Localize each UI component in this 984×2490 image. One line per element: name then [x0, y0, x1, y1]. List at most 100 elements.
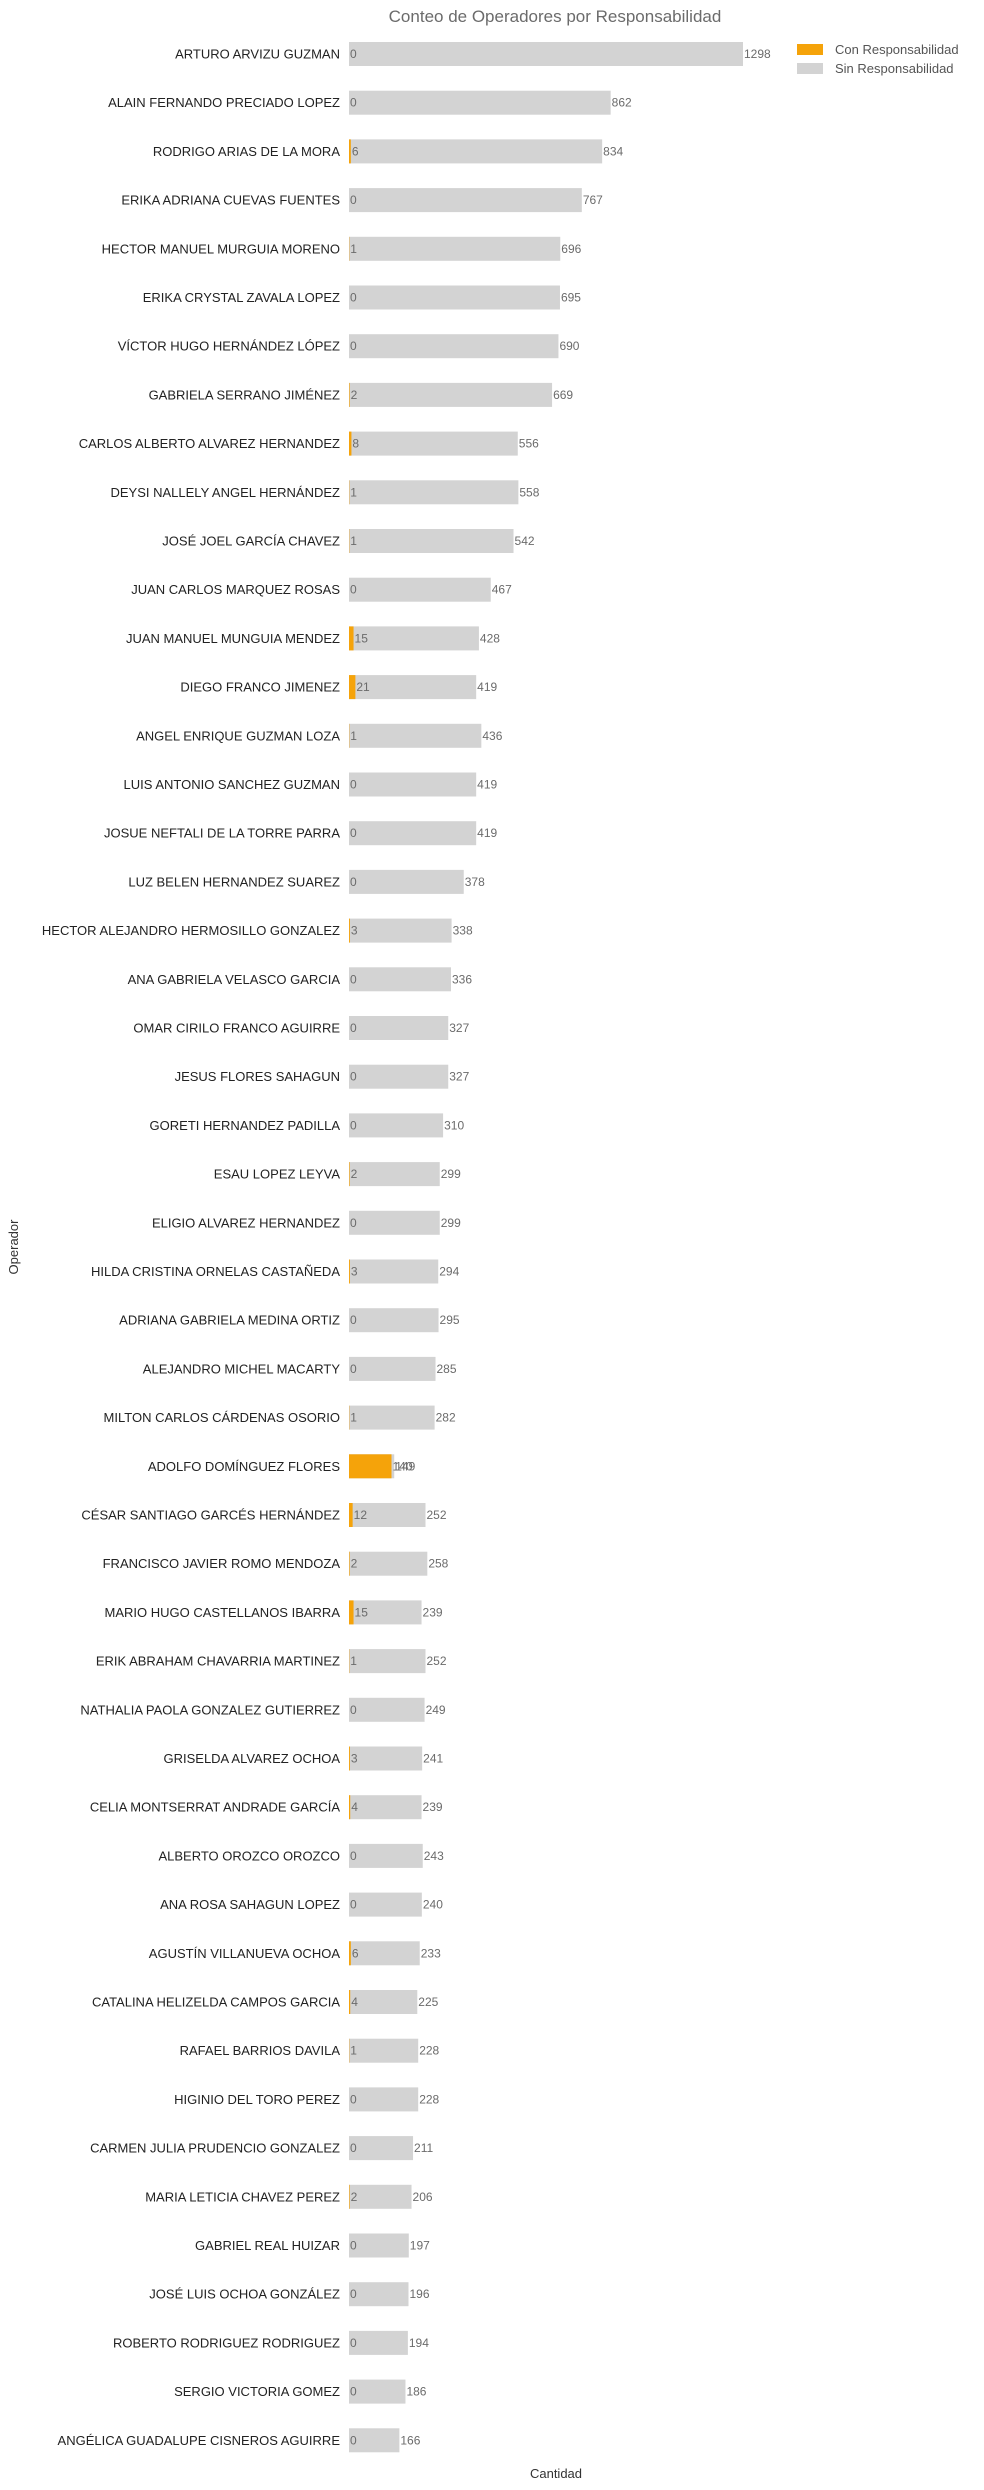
bar-sin-responsabilidad — [349, 2233, 409, 2258]
bar-sin-responsabilidad — [349, 2428, 400, 2453]
x-axis-title: Cantidad — [530, 2466, 582, 2481]
value-label-con: 0 — [350, 1070, 357, 1084]
category-label: OMAR CIRILO FRANCO AGUIRRE — [133, 1021, 340, 1036]
value-label-sin: 556 — [519, 437, 539, 451]
category-label: ALEJANDRO MICHEL MACARTY — [143, 1361, 341, 1376]
value-label-con: 2 — [351, 388, 358, 402]
category-label: CARMEN JULIA PRUDENCIO GONZALEZ — [90, 2141, 340, 2156]
category-label: HECTOR MANUEL MURGUIA MORENO — [102, 241, 340, 256]
bar-sin-responsabilidad — [349, 1649, 426, 1674]
bar-con-responsabilidad — [349, 1259, 350, 1284]
value-label-con: 1 — [350, 485, 357, 499]
legend-swatch-con — [797, 44, 823, 55]
category-label: JESUS FLORES SAHAGUN — [175, 1069, 340, 1084]
bar-sin-responsabilidad — [349, 139, 603, 164]
value-label-sin: 228 — [419, 2044, 439, 2058]
value-label-sin: 228 — [419, 2092, 439, 2106]
category-label: JOSÉ JOEL GARCÍA CHAVEZ — [162, 534, 340, 549]
bar-con-responsabilidad — [349, 918, 350, 943]
category-label: ADOLFO DOMÍNGUEZ FLORES — [148, 1459, 340, 1474]
value-label-con: 0 — [350, 1313, 357, 1327]
value-label-sin: 252 — [426, 1508, 446, 1522]
value-label-sin: 194 — [409, 2336, 429, 2350]
bar-sin-responsabilidad — [349, 1990, 418, 2014]
bar-con-responsabilidad — [349, 1551, 350, 1576]
bar-con-responsabilidad — [349, 139, 351, 164]
bar-sin-responsabilidad — [349, 90, 611, 115]
bar-sin-responsabilidad — [349, 1356, 436, 1381]
value-label-con: 3 — [351, 1265, 358, 1279]
bar-sin-responsabilidad — [349, 236, 561, 261]
value-label-con: 0 — [350, 2141, 357, 2155]
bar-sin-responsabilidad — [349, 2184, 412, 2209]
bar-sin-responsabilidad — [349, 334, 559, 359]
value-label-sin: 378 — [465, 875, 485, 889]
value-label-sin: 419 — [477, 680, 497, 694]
bar-sin-responsabilidad — [349, 1843, 423, 1868]
value-label-con: 0 — [350, 778, 357, 792]
category-label: MARIO HUGO CASTELLANOS IBARRA — [105, 1605, 341, 1620]
category-label: ANGEL ENRIQUE GUZMAN LOZA — [136, 728, 340, 743]
value-label-con: 12 — [354, 1508, 368, 1522]
value-label-sin: 233 — [421, 1946, 441, 1960]
value-label-sin: 294 — [439, 1265, 459, 1279]
value-label-sin: 196 — [409, 2287, 429, 2301]
value-label-sin: 436 — [482, 729, 502, 743]
bar-sin-responsabilidad — [349, 772, 477, 797]
value-label-sin: 558 — [519, 485, 539, 499]
value-label-sin: 467 — [492, 583, 512, 597]
value-label-con: 0 — [350, 47, 357, 61]
bar-sin-responsabilidad — [349, 2087, 419, 2112]
value-label-con: 3 — [351, 924, 358, 938]
bar-sin-responsabilidad — [349, 42, 743, 66]
category-label: FRANCISCO JAVIER ROMO MENDOZA — [103, 1556, 341, 1571]
value-label-con: 1 — [350, 2044, 357, 2058]
category-label: ROBERTO RODRIGUEZ RODRIGUEZ — [113, 2335, 340, 2350]
value-label-sin: 241 — [423, 1752, 443, 1766]
bar-sin-responsabilidad — [349, 577, 491, 602]
bar-sin-responsabilidad — [349, 188, 582, 213]
category-label: HILDA CRISTINA ORNELAS CASTAÑEDA — [91, 1264, 340, 1279]
value-label-sin: 767 — [583, 193, 603, 207]
category-label: HIGINIO DEL TORO PEREZ — [174, 2092, 340, 2107]
value-label-con: 0 — [350, 1898, 357, 1912]
category-label: MARIA LETICIA CHAVEZ PEREZ — [145, 2189, 340, 2204]
bar-sin-responsabilidad — [349, 1746, 423, 1771]
value-label-con: 0 — [350, 193, 357, 207]
category-label: GABRIELA SERRANO JIMÉNEZ — [149, 387, 340, 402]
bar-sin-responsabilidad — [349, 1064, 449, 1089]
value-label-con: 21 — [356, 680, 370, 694]
bar-sin-responsabilidad — [349, 723, 482, 748]
bar-con-responsabilidad — [349, 2184, 350, 2209]
value-label-sin: 310 — [444, 1118, 464, 1132]
bar-con-responsabilidad — [349, 1795, 351, 1820]
value-label-con: 0 — [350, 972, 357, 986]
bar-con-responsabilidad — [349, 675, 356, 700]
value-label-con: 0 — [350, 583, 357, 597]
chart-title: Conteo de Operadores por Responsabilidad — [389, 7, 722, 26]
value-label-con: 1 — [350, 242, 357, 256]
bar-sin-responsabilidad — [349, 918, 452, 943]
value-label-sin: 295 — [440, 1313, 460, 1327]
category-label: RODRIGO ARIAS DE LA MORA — [153, 144, 340, 159]
bar-sin-responsabilidad — [349, 1697, 425, 1722]
value-label-con: 0 — [350, 2287, 357, 2301]
bar-sin-responsabilidad — [349, 2136, 414, 2161]
category-label: ANA ROSA SAHAGUN LOPEZ — [160, 1897, 340, 1912]
bar-sin-responsabilidad — [349, 1600, 422, 1625]
category-label: ANA GABRIELA VELASCO GARCIA — [128, 972, 341, 987]
category-label: GORETI HERNANDEZ PADILLA — [150, 1118, 341, 1133]
value-label-sin: 166 — [400, 2433, 420, 2447]
bar-sin-responsabilidad — [349, 2330, 408, 2355]
category-label: NATHALIA PAOLA GONZALEZ GUTIERREZ — [80, 1702, 340, 1717]
value-label-con: 0 — [350, 2336, 357, 2350]
value-label-con: 6 — [352, 144, 359, 158]
bar-sin-responsabilidad — [349, 1016, 449, 1040]
value-label-sin: 206 — [413, 2190, 433, 2204]
bar-sin-responsabilidad — [349, 2282, 409, 2307]
category-label: LUIS ANTONIO SANCHEZ GUZMAN — [124, 777, 340, 792]
bar-sin-responsabilidad — [349, 431, 518, 456]
value-label-sin: 428 — [480, 631, 500, 645]
value-label-sin: 862 — [612, 96, 632, 110]
bar-con-responsabilidad — [349, 1454, 392, 1479]
